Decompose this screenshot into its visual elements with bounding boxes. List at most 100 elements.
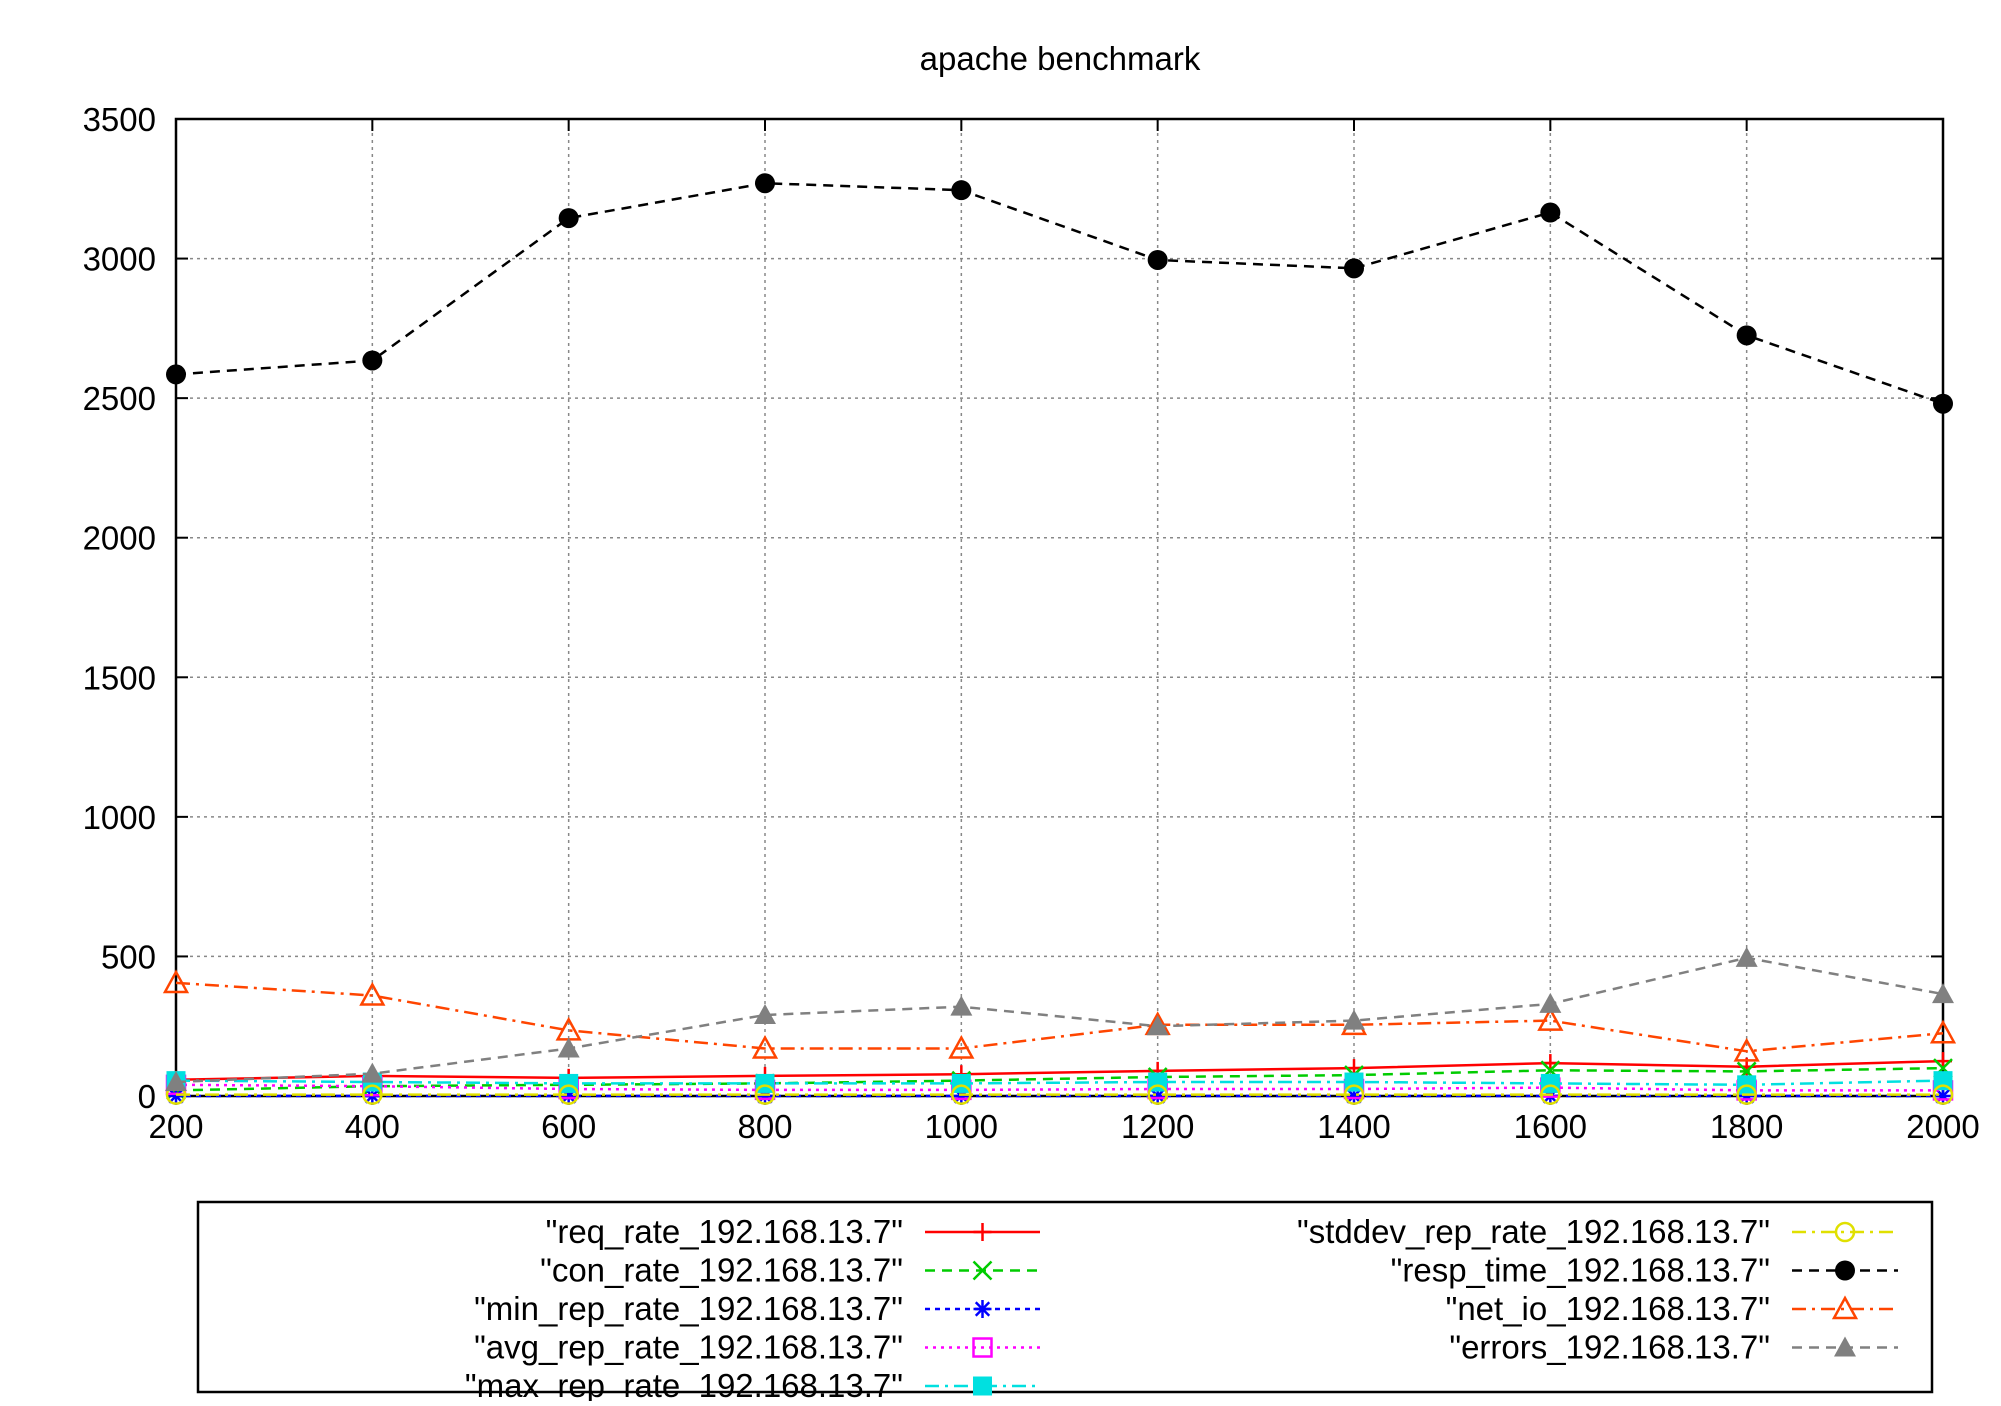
legend-swatch-marker bbox=[1831, 1295, 1859, 1320]
legend-entry: "max_rep_rate_192.168.13.7" bbox=[465, 1367, 1040, 1404]
legend-swatch-marker bbox=[972, 1260, 993, 1281]
legend-swatch-marker bbox=[973, 1300, 992, 1318]
data-point bbox=[1932, 983, 1954, 1004]
series-line bbox=[175, 1059, 1944, 1082]
legend-swatch-marker bbox=[973, 1376, 992, 1396]
y-tick-label: 2000 bbox=[83, 520, 156, 557]
data-point bbox=[754, 1004, 776, 1025]
legend-entry: "net_io_192.168.13.7" bbox=[1446, 1290, 1898, 1327]
series-5 bbox=[165, 1084, 1954, 1105]
x-tick-label: 1000 bbox=[925, 1108, 998, 1145]
legend-entry: "min_rep_rate_192.168.13.7" bbox=[474, 1290, 1040, 1327]
data-point bbox=[1146, 1015, 1169, 1036]
data-point bbox=[166, 364, 186, 385]
x-tick-label: 600 bbox=[541, 1108, 596, 1145]
y-tick-label: 500 bbox=[101, 938, 156, 975]
legend-entry: "resp_time_192.168.13.7" bbox=[1391, 1252, 1898, 1289]
x-tick-label: 400 bbox=[345, 1108, 400, 1145]
data-point bbox=[1147, 249, 1168, 270]
y-tick-label: 1000 bbox=[83, 799, 156, 836]
y-tick-label: 1500 bbox=[83, 659, 156, 696]
data-point bbox=[362, 1084, 383, 1105]
legend-swatch-marker bbox=[973, 1223, 992, 1241]
legend-label: "resp_time_192.168.13.7" bbox=[1391, 1252, 1770, 1289]
y-tick-label: 2500 bbox=[83, 380, 156, 417]
legend-label: "net_io_192.168.13.7" bbox=[1446, 1290, 1770, 1327]
data-point bbox=[165, 1071, 187, 1092]
data-point bbox=[751, 1034, 779, 1059]
data-point bbox=[950, 995, 973, 1016]
data-point bbox=[1929, 1019, 1957, 1044]
data-point bbox=[557, 1037, 580, 1058]
legend-label: "stddev_rep_rate_192.168.13.7" bbox=[1297, 1213, 1770, 1250]
data-point bbox=[754, 1084, 776, 1105]
data-point bbox=[359, 981, 386, 1006]
data-point bbox=[1343, 1009, 1365, 1030]
data-point bbox=[1344, 258, 1364, 279]
y-tick-label: 0 bbox=[138, 1078, 156, 1115]
data-point bbox=[1540, 202, 1561, 223]
legend-entry: "errors_192.168.13.7" bbox=[1449, 1329, 1898, 1366]
legend-swatch-marker bbox=[1835, 1260, 1855, 1281]
chart-title: apache benchmark bbox=[920, 40, 1201, 77]
series-line bbox=[175, 1066, 1944, 1092]
x-tick-label: 200 bbox=[148, 1108, 203, 1145]
grid bbox=[176, 119, 1943, 1096]
data-point bbox=[1537, 1007, 1564, 1031]
series-6 bbox=[166, 173, 1953, 414]
series-line bbox=[175, 981, 1944, 1053]
series-line bbox=[175, 1083, 1943, 1092]
series-8 bbox=[165, 946, 1954, 1092]
data-point bbox=[951, 1084, 972, 1105]
series-line bbox=[175, 1079, 1944, 1087]
legend-entry: "con_rate_192.168.13.7" bbox=[540, 1252, 1040, 1289]
legend-label: "max_rep_rate_192.168.13.7" bbox=[465, 1367, 903, 1401]
legend-swatch-marker bbox=[972, 1337, 993, 1358]
data-point bbox=[162, 969, 190, 994]
series-line bbox=[175, 956, 1944, 1084]
data-point bbox=[1736, 1084, 1757, 1105]
data-point bbox=[1540, 1084, 1561, 1105]
data-point bbox=[1736, 325, 1757, 346]
series-layer bbox=[162, 173, 1957, 1105]
data-point bbox=[1933, 393, 1953, 414]
legend-swatch-marker bbox=[1834, 1221, 1856, 1243]
data-point bbox=[948, 1034, 975, 1059]
data-point bbox=[1932, 1084, 1954, 1105]
data-point bbox=[1147, 1084, 1168, 1105]
data-point bbox=[558, 1084, 579, 1105]
y-tick-label: 3500 bbox=[83, 101, 156, 138]
x-tick-label: 800 bbox=[737, 1108, 792, 1145]
x-tick-label: 2000 bbox=[1906, 1108, 1979, 1145]
legend-label: "min_rep_rate_192.168.13.7" bbox=[474, 1290, 903, 1327]
x-tick-label: 1600 bbox=[1514, 1108, 1587, 1145]
data-point bbox=[1735, 946, 1758, 967]
data-point bbox=[558, 208, 579, 229]
legend-entry: "req_rate_192.168.13.7" bbox=[546, 1213, 1040, 1250]
x-tick-label: 1800 bbox=[1710, 1108, 1783, 1145]
data-point bbox=[1933, 1071, 1953, 1091]
legend-entry: "stddev_rep_rate_192.168.13.7" bbox=[1297, 1213, 1898, 1250]
x-tick-label: 1400 bbox=[1317, 1108, 1390, 1145]
legend: "req_rate_192.168.13.7""con_rate_192.168… bbox=[196, 1200, 1934, 1404]
legend-swatch-marker bbox=[1834, 1336, 1856, 1357]
series-line bbox=[175, 181, 1944, 405]
legend-label: "avg_rep_rate_192.168.13.7" bbox=[474, 1329, 903, 1366]
legend-label: "con_rate_192.168.13.7" bbox=[540, 1252, 903, 1289]
data-point bbox=[1733, 1037, 1760, 1062]
legend-entry: "avg_rep_rate_192.168.13.7" bbox=[474, 1329, 1040, 1366]
data-point bbox=[951, 180, 972, 201]
x-tick-label: 1200 bbox=[1121, 1108, 1194, 1145]
data-point bbox=[755, 173, 775, 194]
data-point bbox=[1343, 1084, 1365, 1105]
data-point bbox=[362, 350, 383, 371]
legend-box bbox=[196, 1200, 1934, 1394]
legend-label: "req_rate_192.168.13.7" bbox=[546, 1213, 903, 1250]
data-point bbox=[1539, 992, 1562, 1013]
y-tick-label: 3000 bbox=[83, 241, 156, 278]
data-point bbox=[361, 1062, 384, 1083]
legend-label: "errors_192.168.13.7" bbox=[1449, 1329, 1770, 1366]
